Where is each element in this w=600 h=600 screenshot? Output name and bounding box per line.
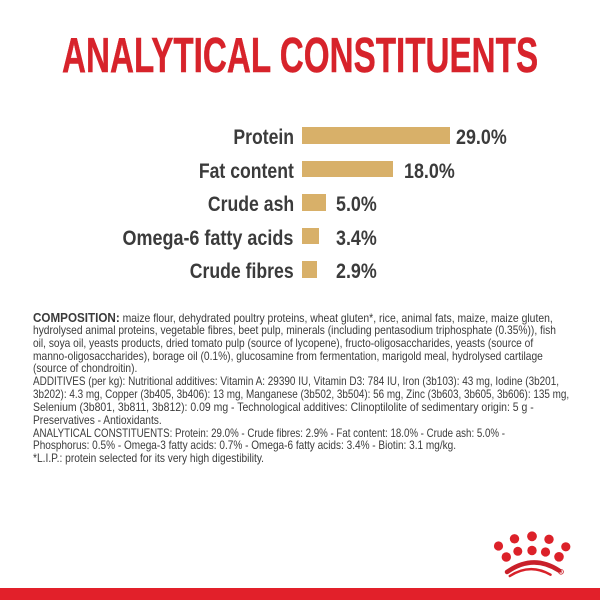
svg-text:R: R xyxy=(560,570,563,574)
